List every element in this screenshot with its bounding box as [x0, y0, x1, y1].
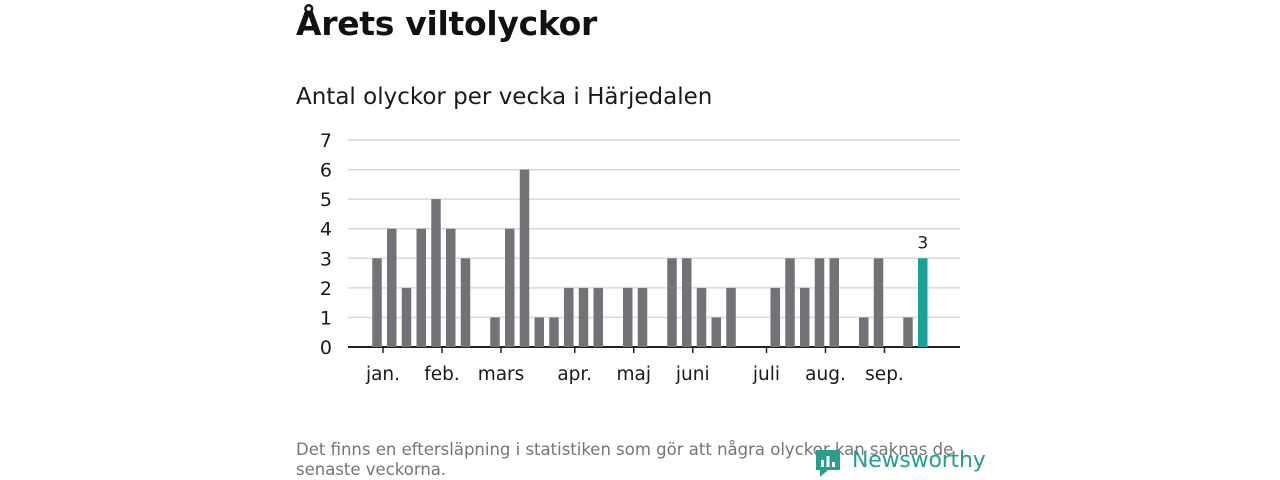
bar	[623, 287, 633, 347]
bar	[460, 258, 471, 347]
bar	[667, 258, 677, 347]
bar	[416, 228, 426, 347]
bar	[446, 228, 456, 347]
bar	[401, 287, 412, 347]
bar	[637, 287, 648, 347]
bar	[696, 287, 707, 347]
x-tick-label: sep.	[865, 364, 904, 385]
highlight-value-label: 3	[917, 233, 928, 253]
bar-highlight	[918, 258, 928, 347]
x-axis-month-ticks: jan. feb. mars apr. maj juni juli aug. sep.	[365, 347, 904, 385]
bar	[785, 258, 795, 347]
bar	[387, 228, 397, 347]
x-tick-label: juli	[752, 364, 780, 385]
x-tick-label: jan.	[365, 364, 400, 385]
footnote: Det finns en eftersläpning i statistiken…	[296, 440, 954, 479]
y-tick-label: 4	[320, 219, 332, 241]
logo-text: Newsworthy	[852, 448, 986, 473]
newsworthy-logo: Newsworthy	[814, 446, 989, 480]
bar	[490, 317, 500, 347]
page-title: Årets viltolyckor	[296, 4, 597, 43]
chart-subtitle: Antal olyckor per vecka i Härjedalen	[296, 84, 713, 110]
bar	[564, 287, 574, 347]
x-tick-label: apr.	[557, 364, 592, 385]
bar	[873, 258, 884, 347]
x-tick-label: juni	[675, 364, 710, 385]
newsworthy-logo-icon	[816, 450, 840, 477]
bar-chart: 0 1 2 3 4 5 6 7 jan. feb. mars apr. maj juni juli aug.…	[320, 130, 960, 385]
bar	[726, 287, 736, 347]
y-tick-label: 7	[320, 130, 332, 152]
bar	[682, 258, 692, 347]
y-axis-ticks: 0 1 2 3 4 5 6 7	[320, 130, 332, 359]
y-tick-label: 5	[320, 189, 332, 211]
bars	[372, 169, 928, 347]
bar	[814, 258, 825, 347]
x-tick-label: maj	[617, 364, 652, 385]
bar	[578, 287, 589, 347]
bar	[770, 287, 780, 347]
bar	[800, 287, 810, 347]
y-tick-label: 1	[320, 307, 332, 329]
bar	[903, 317, 913, 347]
x-tick-label: feb.	[424, 364, 460, 385]
bar	[711, 317, 721, 347]
bar	[593, 287, 603, 347]
x-tick-label: aug.	[805, 364, 846, 385]
bar	[829, 258, 839, 347]
bar	[431, 199, 441, 347]
x-tick-label: mars	[478, 364, 525, 385]
bar	[505, 228, 515, 347]
y-tick-label: 3	[320, 248, 332, 270]
y-tick-label: 0	[320, 337, 332, 359]
bar	[859, 317, 869, 347]
bar	[519, 169, 530, 347]
data-labels: 3	[917, 233, 928, 253]
bar	[534, 317, 544, 347]
y-tick-label: 6	[320, 160, 332, 182]
bar	[372, 258, 382, 347]
y-tick-label: 2	[320, 278, 332, 300]
bar	[549, 317, 559, 347]
